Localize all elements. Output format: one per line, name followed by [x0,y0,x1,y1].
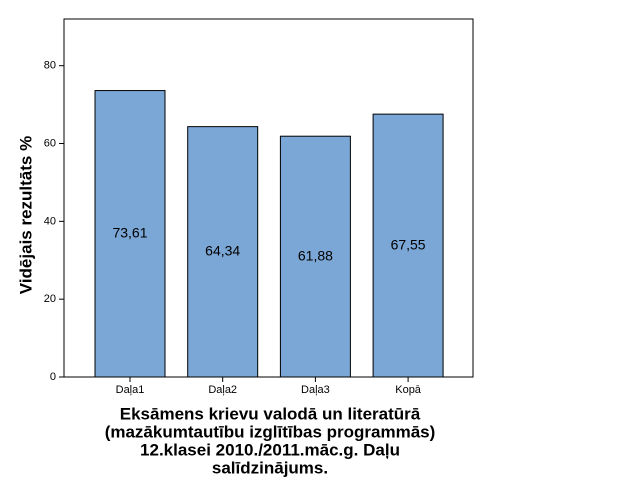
x-axis-label: salīdzinājums. [212,458,328,477]
x-axis-label: Eksāmens krievu valodā un literatūrā [120,404,421,423]
bar [372,113,444,378]
value-label: 61,88 [298,247,333,263]
x-tick-label: Kopā [395,384,422,396]
x-tick-label: Daļa1 [116,384,145,396]
y-axis-label: Vidējais rezultāts % [16,136,35,294]
value-label: 67,55 [391,236,426,252]
y-tick-label: 20 [44,293,56,305]
value-label: 64,34 [205,243,240,259]
x-tick-label: Daļa3 [301,384,330,396]
bar [187,126,259,378]
x-axis-label: 12.klasei 2010./2011.māc.g. Daļu [140,440,400,459]
y-tick-label: 40 [44,215,56,227]
y-tick-label: 60 [44,137,56,149]
x-axis-label: (mazākumtautību izglītības programmās) [105,422,436,441]
x-tick-label: Daļa2 [208,384,237,396]
y-tick-label: 0 [50,371,56,383]
bar [279,135,351,378]
y-tick-label: 80 [44,60,56,72]
value-label: 73,61 [112,224,147,240]
